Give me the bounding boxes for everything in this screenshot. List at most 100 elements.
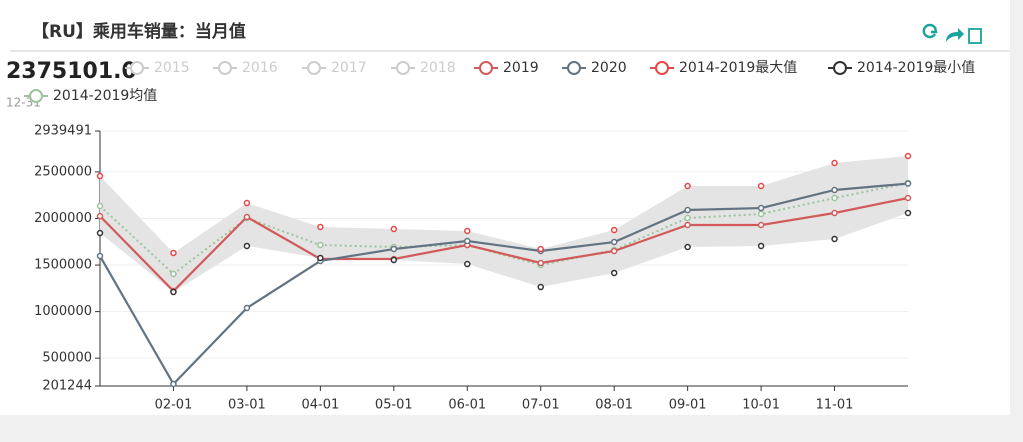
legend-item: 2014-2019最小值 xyxy=(828,60,975,76)
x-tick-label: 10-01 xyxy=(742,398,780,413)
data-point xyxy=(317,241,324,249)
legend-label: 2015 xyxy=(154,60,190,76)
data-point xyxy=(684,221,691,229)
data-point xyxy=(464,260,471,268)
legend-marker xyxy=(307,61,321,75)
data-point xyxy=(170,380,177,388)
data-point xyxy=(904,194,912,202)
toolbox[interactable] xyxy=(922,23,982,44)
legend-marker xyxy=(567,61,581,75)
min-max-band xyxy=(100,156,908,292)
legend-marker xyxy=(218,61,232,75)
legend-item: 2014-2019均值 xyxy=(24,88,157,104)
data-point xyxy=(464,227,471,235)
data-point xyxy=(96,229,104,237)
share-icon[interactable] xyxy=(946,28,964,42)
data-point xyxy=(757,182,765,190)
data-point xyxy=(684,182,691,190)
data-point xyxy=(96,252,104,260)
data-point xyxy=(831,194,838,202)
series-line xyxy=(99,182,909,386)
data-point xyxy=(904,209,912,217)
data-point xyxy=(537,259,544,267)
x-tick-label: 02-01 xyxy=(155,398,193,413)
y-tick-label: 500000 xyxy=(42,351,92,366)
data-point xyxy=(96,202,104,210)
data-point xyxy=(831,159,838,167)
y-tick-label: 1000000 xyxy=(34,304,92,319)
legend-label: 2019 xyxy=(503,60,539,76)
legend-marker xyxy=(130,61,144,75)
legend-item-disabled: 2018 xyxy=(391,60,456,76)
data-point xyxy=(610,238,618,246)
series-line xyxy=(99,196,909,293)
x-tick-label: 05-01 xyxy=(375,398,413,413)
data-point xyxy=(243,213,251,221)
data-point xyxy=(170,288,177,296)
legend-label: 2020 xyxy=(591,60,627,76)
data-point xyxy=(390,225,398,233)
data-point xyxy=(831,209,838,217)
legend-item-disabled: 2016 xyxy=(213,60,278,76)
chart-title: 【RU】乘用车销量：当月值 xyxy=(32,21,246,42)
x-tick-label: 03-01 xyxy=(228,398,266,413)
y-tick-label: 1500000 xyxy=(34,258,92,273)
legend-label: 2016 xyxy=(242,60,278,76)
data-point xyxy=(390,245,398,253)
legend-marker xyxy=(833,61,847,75)
legend-label: 2018 xyxy=(420,60,456,76)
y-tick-label: 201244 xyxy=(42,379,92,394)
data-point xyxy=(610,226,618,234)
data-point xyxy=(170,270,177,278)
legend-marker xyxy=(655,61,669,75)
legend-item-disabled: 2015 xyxy=(125,60,190,76)
legend-label: 2014-2019最大值 xyxy=(679,60,797,76)
data-point xyxy=(684,214,691,222)
data-point xyxy=(96,212,104,220)
highlight-value: 2375101.0 xyxy=(6,59,137,84)
x-tick-label: 07-01 xyxy=(522,398,560,413)
legend-label: 2017 xyxy=(331,60,367,76)
data-point xyxy=(757,242,765,250)
data-point xyxy=(96,172,104,180)
legend-item-disabled: 2017 xyxy=(302,60,367,76)
data-point xyxy=(317,254,324,262)
refresh-icon[interactable] xyxy=(922,23,938,39)
data-point xyxy=(757,210,765,218)
legend-item: 2019 xyxy=(474,60,539,76)
legend-marker xyxy=(479,61,493,75)
data-point xyxy=(757,204,765,212)
data-point xyxy=(537,283,544,291)
data-point xyxy=(390,256,398,264)
legend-label: 2014-2019最小值 xyxy=(857,60,975,76)
data-point xyxy=(684,206,691,214)
data-point xyxy=(904,180,912,187)
data-point xyxy=(170,249,177,257)
data-point xyxy=(317,223,324,231)
data-point xyxy=(831,235,838,243)
data-point xyxy=(464,237,471,245)
data-point xyxy=(610,269,618,277)
data-point xyxy=(831,186,838,194)
legend-item: 2014-2019最大值 xyxy=(650,60,797,76)
data-point xyxy=(757,221,765,229)
legend-label: 2014-2019均值 xyxy=(53,88,157,104)
y-tick-label: 2500000 xyxy=(34,164,92,179)
save-icon[interactable] xyxy=(968,28,982,44)
x-tick-label: 08-01 xyxy=(595,398,633,413)
data-point xyxy=(904,152,912,160)
x-tick-label: 11-01 xyxy=(816,398,854,413)
legend-marker xyxy=(396,61,410,75)
legend-item: 2020 xyxy=(562,60,627,76)
data-point xyxy=(243,304,251,312)
legend-marker xyxy=(29,89,43,103)
y-tick-label: 2939491 xyxy=(34,124,92,139)
data-point xyxy=(243,199,251,207)
data-point xyxy=(243,242,251,250)
x-tick-label: 09-01 xyxy=(669,398,707,413)
data-point xyxy=(684,243,691,251)
x-tick-label: 04-01 xyxy=(301,398,339,413)
data-point xyxy=(610,247,618,255)
